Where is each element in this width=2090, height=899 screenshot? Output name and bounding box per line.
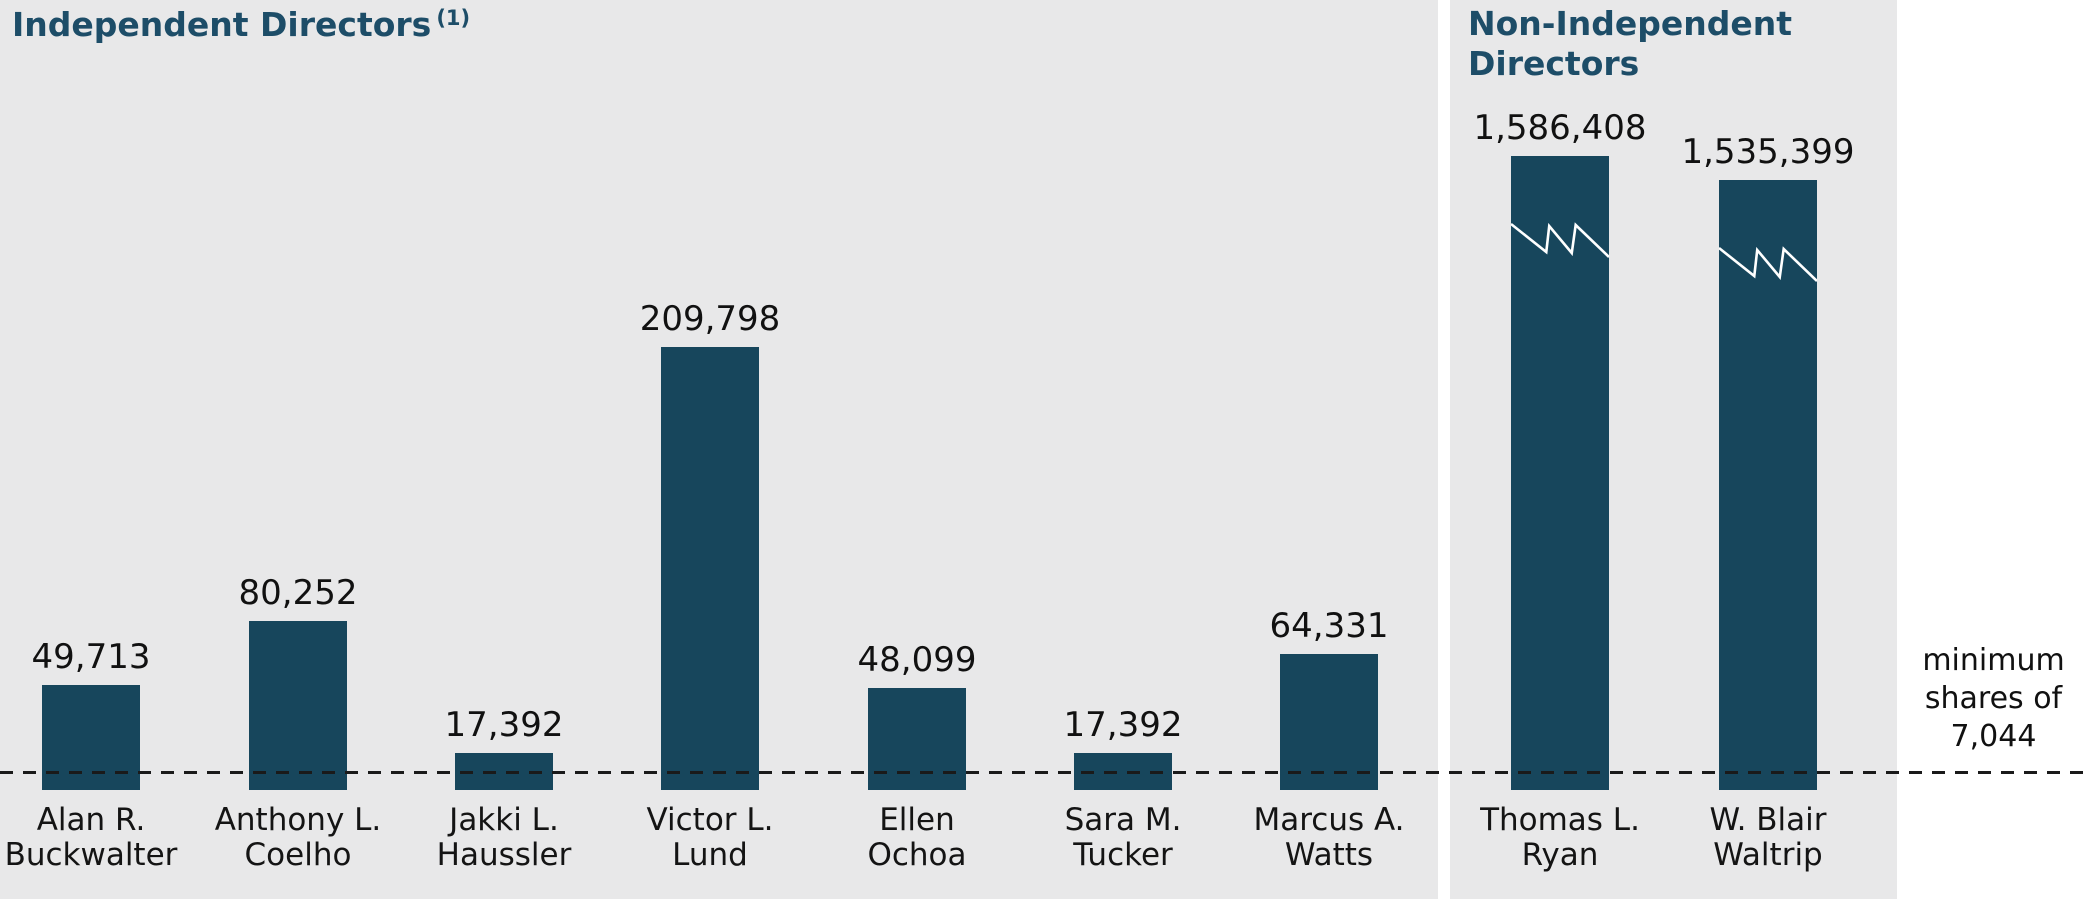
independent-directors-title-text: Independent Directors <box>12 5 432 44</box>
bar-name-label-watts: Marcus A. Watts <box>1209 803 1449 873</box>
non-independent-title-line2: Directors <box>1468 44 1640 83</box>
bar-watts <box>1280 654 1378 790</box>
name-line1: Anthony L. <box>214 802 382 838</box>
bar-coelho <box>249 621 347 790</box>
name-line1: Sara M. <box>1064 802 1182 838</box>
bar-value-label-buckwalter: 49,713 <box>31 637 151 677</box>
bar-value-label-tucker: 17,392 <box>1063 705 1183 745</box>
bar-lund <box>661 347 759 790</box>
bar-name-label-waltrip: W. Blair Waltrip <box>1648 803 1888 873</box>
bar-ochoa <box>868 688 966 790</box>
minimum-shares-note-line2: shares of <box>1924 681 2063 716</box>
bar-value-label-coelho: 80,252 <box>238 573 358 613</box>
bar-name-label-lund: Victor L. Lund <box>590 803 830 873</box>
name-line1: Alan R. <box>36 802 146 838</box>
bar-buckwalter <box>42 685 140 790</box>
name-line2: Buckwalter <box>4 837 178 873</box>
name-line1: Marcus A. <box>1253 802 1405 838</box>
name-line1: Thomas L. <box>1480 802 1640 838</box>
bar-value-label-lund: 209,798 <box>639 299 781 339</box>
bar-value-label-watts: 64,331 <box>1269 606 1389 646</box>
bar-name-label-haussler: Jakki L. Haussler <box>384 803 624 873</box>
bar-break-zigzag-icon <box>1511 220 1609 260</box>
bar-break-zigzag-icon <box>1719 244 1817 284</box>
bar-waltrip <box>1719 180 1817 790</box>
name-line2: Tucker <box>1073 837 1173 873</box>
minimum-shares-note-line3: 7,044 <box>1950 719 2037 754</box>
non-independent-title-line1: Non-Independent <box>1468 4 1793 43</box>
minimum-shares-note-line1: minimum <box>1922 643 2065 678</box>
name-line2: Lund <box>672 837 748 873</box>
minimum-shares-note: minimum shares of 7,044 <box>1897 642 2090 756</box>
bar-value-label-waltrip: 1,535,399 <box>1681 132 1855 172</box>
name-line1: Victor L. <box>646 802 774 838</box>
name-line2: Ochoa <box>867 837 967 873</box>
bar-name-label-coelho: Anthony L. Coelho <box>178 803 418 873</box>
name-line2: Watts <box>1284 837 1374 873</box>
independent-directors-title: Independent Directors (1) <box>12 5 470 49</box>
footnote-marker: (1) <box>436 6 471 30</box>
bar-name-label-ryan: Thomas L. Ryan <box>1440 803 1680 873</box>
name-line1: W. Blair <box>1709 802 1827 838</box>
bar-ryan <box>1511 156 1609 790</box>
name-line1: Jakki L. <box>449 802 559 838</box>
bar-value-label-ochoa: 48,099 <box>857 640 977 680</box>
name-line2: Ryan <box>1521 837 1599 873</box>
name-line2: Waltrip <box>1713 837 1823 873</box>
name-line1: Ellen <box>879 802 955 838</box>
minimum-shares-threshold-line <box>0 771 2090 774</box>
non-independent-directors-title: Non-Independent Directors <box>1468 4 1792 84</box>
name-line2: Haussler <box>436 837 572 873</box>
bar-value-label-haussler: 17,392 <box>444 705 564 745</box>
bar-name-label-tucker: Sara M. Tucker <box>1003 803 1243 873</box>
bar-value-label-ryan: 1,586,408 <box>1473 108 1647 148</box>
bar-name-label-buckwalter: Alan R. Buckwalter <box>0 803 211 873</box>
name-line2: Coelho <box>244 837 352 873</box>
bar-name-label-ochoa: Ellen Ochoa <box>797 803 1037 873</box>
